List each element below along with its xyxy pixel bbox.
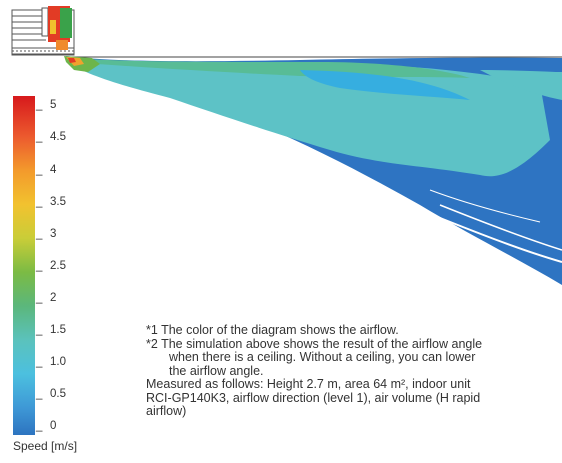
legend-tick-0-5: _ 0.5 <box>36 388 66 400</box>
indoor-unit-icon <box>11 6 75 56</box>
note-2-line-1: *2 The simulation above shows the result… <box>146 336 483 351</box>
note-2-line-3: the airflow angle. <box>169 363 264 378</box>
legend-tick-4: _ 4 <box>36 164 57 176</box>
measured-line-3: airflow) <box>146 404 187 418</box>
legend-tick-2: _ 2 <box>36 292 57 304</box>
note-2-line-2: when there is a ceiling. Without a ceili… <box>169 350 476 364</box>
legend-title: Speed [m/s] <box>13 439 78 453</box>
legend-tick-4-5: _ 4.5 <box>36 131 66 143</box>
legend-tick-1-5: _ 1.5 <box>36 324 66 336</box>
legend-tick-5: _ 5 <box>36 99 57 111</box>
legend-tick-0: _ 0 <box>36 420 57 432</box>
note-1: *1 The color of the diagram shows the ai… <box>146 323 399 337</box>
notes-block: *1 The color of the diagram shows the ai… <box>146 323 556 419</box>
legend-tick-2-5: _ 2.5 <box>36 260 66 272</box>
legend-tick-3: _ 3 <box>36 228 57 240</box>
airflow-plume <box>64 56 562 285</box>
legend-tick-1-0: _ 1.0 <box>36 356 66 368</box>
measured-line-1: Measured as follows: Height 2.7 m, area … <box>146 377 471 391</box>
speed-legend-bar <box>13 96 35 435</box>
legend-tick-3-5: _ 3.5 <box>36 196 66 208</box>
measured-line-2: RCI-GP140K3, airflow direction (level 1)… <box>146 390 481 405</box>
